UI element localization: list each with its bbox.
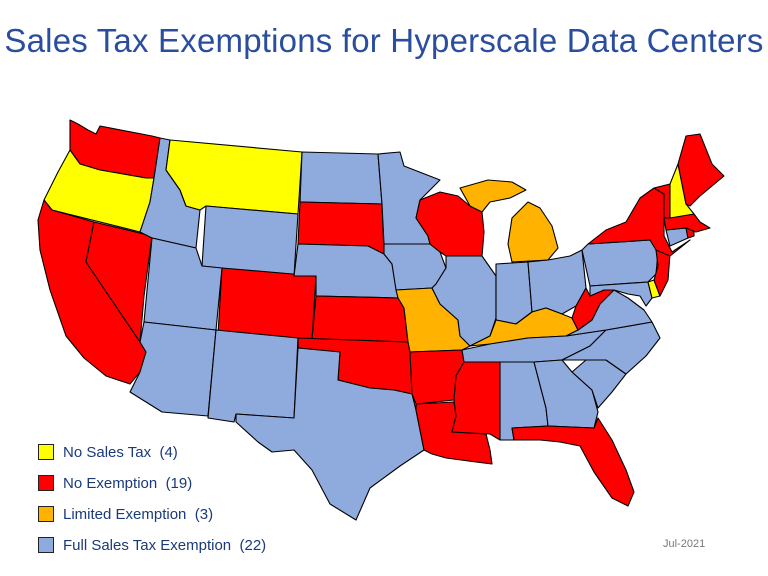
state-mississippi[interactable] — [451, 361, 501, 441]
state-massachusetts[interactable] — [663, 213, 711, 233]
state-texas[interactable] — [235, 347, 425, 521]
state-new-mexico[interactable] — [207, 329, 299, 423]
legend-item-full: Full Sales Tax Exemption (22) — [38, 535, 266, 555]
map-title: Sales Tax Exemptions for Hyperscale Data… — [4, 22, 764, 59]
state-colorado[interactable] — [217, 267, 317, 341]
legend-swatch — [38, 537, 54, 553]
state-new-hampshire[interactable] — [669, 163, 695, 219]
state-michigan[interactable] — [459, 179, 559, 263]
state-maine[interactable] — [677, 133, 725, 207]
legend-count: (22) — [239, 536, 267, 554]
state-wyoming[interactable] — [201, 205, 299, 277]
state-georgia[interactable] — [533, 359, 599, 429]
legend-item-no_exemption: No Exemption (19) — [38, 473, 266, 493]
legend-count: (4) — [159, 443, 178, 461]
state-vermont[interactable] — [653, 183, 671, 219]
date-label: Jul-2021 — [663, 538, 706, 550]
legend-count: (3) — [194, 505, 214, 523]
legend-label: No Exemption — [63, 474, 158, 492]
state-florida[interactable] — [511, 417, 635, 507]
legend-item-limited: Limited Exemption (3) — [38, 504, 266, 524]
state-pennsylvania[interactable] — [581, 239, 659, 287]
state-indiana[interactable] — [495, 261, 533, 325]
legend-swatch — [38, 506, 54, 522]
state-north-dakota[interactable] — [299, 151, 383, 205]
legend-count: (19) — [165, 474, 193, 492]
state-new-york[interactable] — [587, 187, 691, 257]
legend-label: No Sales Tax — [63, 443, 152, 461]
state-montana[interactable] — [165, 139, 303, 215]
legend-swatch — [38, 444, 54, 460]
legend-swatch — [38, 475, 54, 491]
legend: No Sales Tax (4) No Exemption (19) Limited… — [38, 442, 266, 566]
state-kansas[interactable] — [311, 295, 409, 343]
legend-label: Limited Exemption — [63, 505, 187, 523]
legend-item-none: No Sales Tax (4) — [38, 442, 266, 462]
legend-label: Full Sales Tax Exemption — [63, 536, 232, 554]
state-arizona[interactable] — [129, 321, 217, 417]
state-north-carolina[interactable] — [561, 321, 661, 375]
